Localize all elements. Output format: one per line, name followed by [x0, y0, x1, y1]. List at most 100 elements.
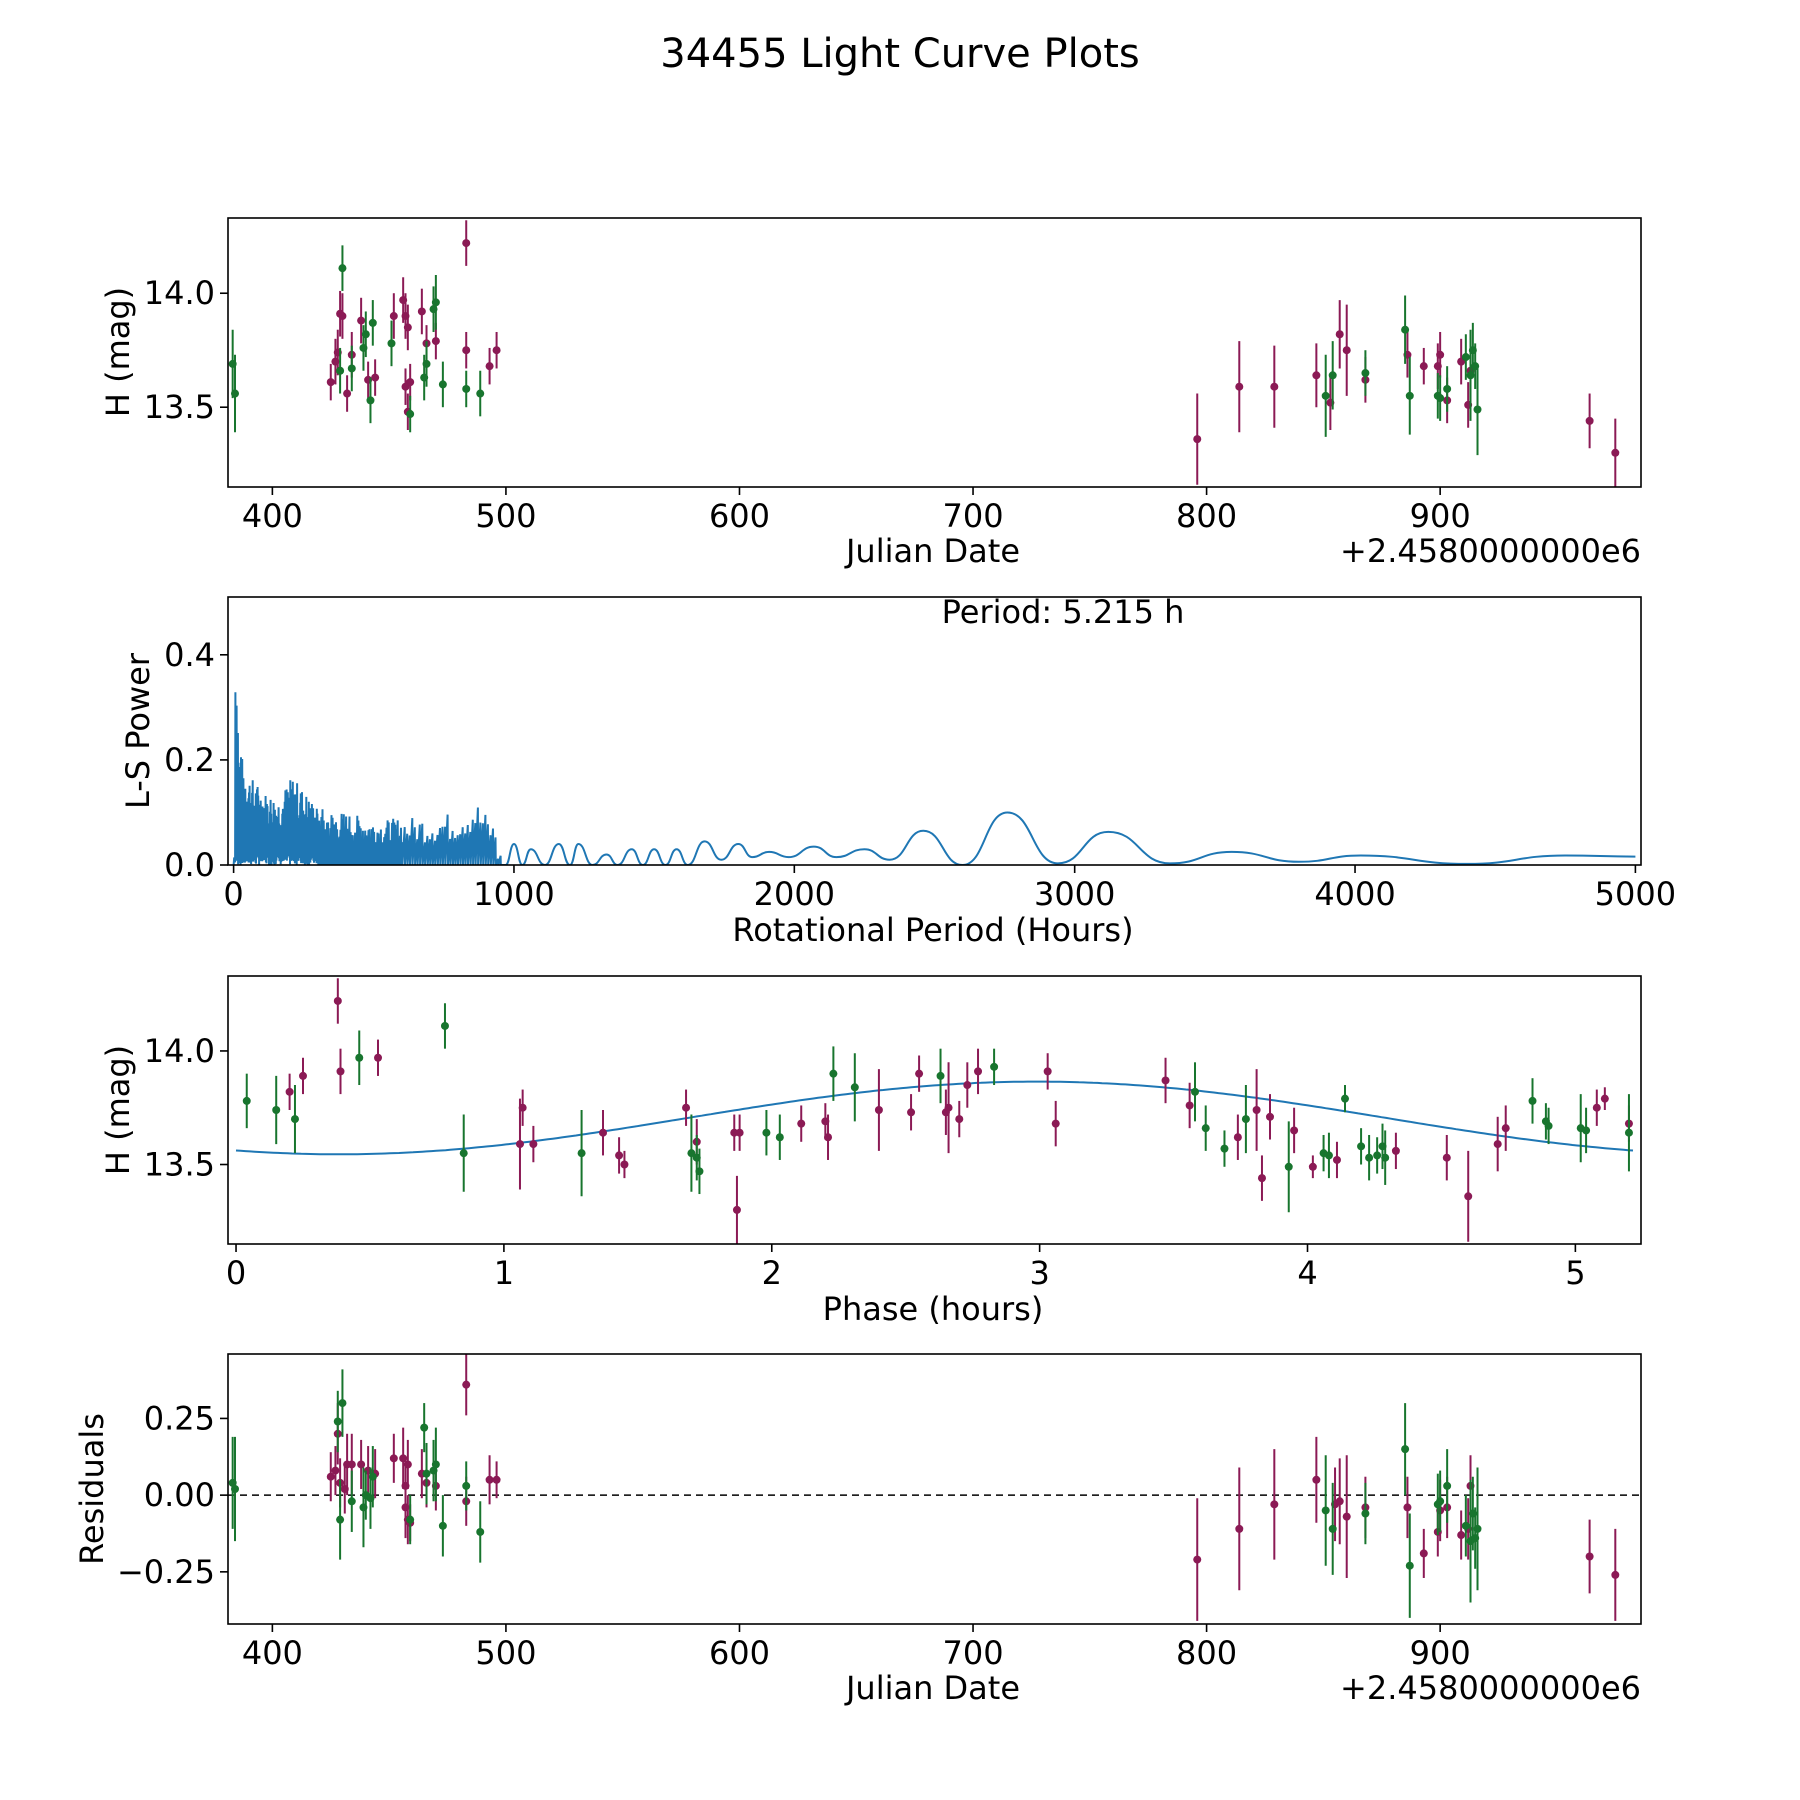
phased-curve-magenta-point: [1185, 1101, 1194, 1110]
light-curve-ytick-label: 14.0: [144, 274, 215, 312]
phased-curve-magenta-point: [732, 1205, 741, 1214]
residuals-magenta-point: [1585, 1552, 1594, 1561]
periodogram-xtick-label: 5000: [1595, 875, 1676, 913]
phased-curve-green-point: [1365, 1153, 1374, 1162]
phased-curve-green-point: [440, 1021, 449, 1030]
light-curve-magenta-point: [1193, 435, 1202, 444]
residuals-green-point: [368, 1472, 377, 1481]
phased-curve-model-curve: [235, 1080, 1634, 1156]
light-curve-green-point: [1401, 325, 1410, 334]
residuals-magenta-point: [1611, 1570, 1620, 1579]
light-curve-plot-area: [228, 220, 1620, 487]
light-curve-magenta-point: [338, 312, 347, 321]
phased-curve-xtick-label: 5: [1565, 1254, 1585, 1292]
phased-curve-green-point: [1241, 1115, 1250, 1124]
residuals-green-point: [1473, 1524, 1482, 1533]
light-curve-green-point: [361, 330, 370, 339]
light-curve-green-point: [366, 396, 375, 405]
phased-curve-xtick-label: 2: [762, 1254, 782, 1292]
residuals-green-point: [431, 1460, 440, 1469]
light-curve-green-point: [1461, 353, 1470, 362]
light-curve-green-point: [476, 389, 485, 398]
periodogram-xtick-label: 1000: [473, 875, 554, 913]
light-curve-magenta-point: [462, 239, 471, 248]
residuals-green-point: [1405, 1561, 1414, 1570]
phased-curve-xtick-label: 4: [1297, 1254, 1317, 1292]
phased-curve-xtick-label: 3: [1029, 1254, 1049, 1292]
phased-curve-green-point: [1544, 1121, 1553, 1130]
phased-curve-green-point: [1624, 1128, 1633, 1137]
residuals-xtick-label: 500: [475, 1634, 536, 1672]
phased-curve-magenta-point: [1043, 1067, 1052, 1076]
light-curve-xtick-label: 900: [1410, 497, 1471, 535]
light-curve-green-point: [406, 410, 415, 419]
residuals-green-point: [336, 1515, 345, 1524]
phased-curve-magenta-point: [518, 1103, 527, 1112]
phased-curve-green-point: [272, 1106, 281, 1114]
phased-curve-xtick-label: 1: [494, 1254, 514, 1292]
light-curve-green-point: [1361, 369, 1370, 378]
phased-curve-ytick-label: 13.5: [144, 1146, 215, 1184]
residuals-green-point: [333, 1417, 342, 1426]
light-curve-xtick-label: 700: [942, 497, 1003, 535]
light-curve-xtick-label: 800: [1176, 497, 1237, 535]
periodogram-ytick-label: 0.4: [164, 636, 215, 674]
residuals-green-point: [422, 1469, 431, 1478]
periodogram-xtick-label: 0: [223, 875, 243, 913]
phased-curve-magenta-point: [944, 1103, 953, 1112]
residuals-green-point: [1461, 1521, 1470, 1530]
phased-curve-green-point: [459, 1149, 468, 1158]
residuals-ylabel: Residuals: [73, 1413, 111, 1565]
light-curve-green-point: [1328, 371, 1337, 380]
residuals-magenta-point: [403, 1460, 412, 1469]
light-curve-magenta-point: [492, 346, 501, 355]
phased-curve-green-point: [1324, 1151, 1333, 1160]
phased-curve-magenta-point: [907, 1108, 916, 1117]
residuals-ytick-label: 0.25: [144, 1399, 215, 1437]
light-curve-magenta-point: [1419, 362, 1428, 371]
residuals-ytick-label: 0.00: [144, 1476, 215, 1514]
phased-curve-green-point: [829, 1069, 838, 1078]
light-curve-magenta-point: [417, 307, 426, 316]
phased-curve-green-point: [775, 1133, 784, 1142]
phased-curve-magenta-point: [285, 1087, 294, 1096]
residuals-magenta-point: [1419, 1549, 1428, 1558]
phased-curve-magenta-point: [1493, 1140, 1502, 1149]
residuals-green-point: [438, 1521, 447, 1530]
light-curve-green-point: [336, 366, 345, 375]
phased-curve-magenta-point: [963, 1081, 972, 1090]
light-curve-green-point: [1443, 384, 1452, 393]
periodogram-plot-area: [232, 692, 1636, 865]
light-curve-xlabel: Julian Date: [844, 532, 1020, 570]
residuals-green-point: [1401, 1445, 1410, 1454]
phased-curve-green-point: [1381, 1153, 1390, 1162]
residuals-magenta-point: [326, 1472, 335, 1481]
phased-curve-magenta-point: [1266, 1112, 1275, 1121]
light-curve-magenta-point: [371, 373, 380, 382]
residuals-magenta-point: [1270, 1500, 1279, 1509]
phased-curve-magenta-point: [620, 1160, 629, 1169]
phased-curve-green-point: [1357, 1142, 1366, 1151]
residuals-xtick-label: 700: [942, 1634, 1003, 1672]
residuals-xtick-label: 400: [242, 1634, 303, 1672]
light-curve-green-point: [1473, 405, 1482, 414]
phased-curve-magenta-point: [374, 1053, 383, 1062]
phased-curve-ytick-label: 14.0: [144, 1032, 215, 1070]
light-curve-green-point: [387, 339, 396, 348]
residuals-magenta-point: [1335, 1497, 1344, 1506]
phased-curve-magenta-point: [1501, 1124, 1510, 1133]
phased-curve-magenta-point: [1464, 1192, 1473, 1201]
phased-curve-ylabel: H (mag): [99, 1045, 137, 1175]
residuals-magenta-point: [485, 1475, 494, 1484]
residuals-magenta-point: [1342, 1512, 1351, 1521]
phased-curve-axes-frame: [227, 975, 1642, 1245]
periodogram-ytick-label: 0.2: [164, 741, 215, 779]
phased-curve-green-point: [290, 1115, 299, 1124]
light-curve-axes-frame: [227, 217, 1642, 488]
residuals-magenta-point: [1457, 1531, 1466, 1540]
light-curve-magenta-point: [389, 312, 398, 321]
residuals-magenta-point: [1642, 1491, 1650, 1499]
phased-curve-xlabel: Phase (hours): [823, 1290, 1044, 1328]
light-curve-ytick-label: 13.5: [144, 388, 215, 426]
